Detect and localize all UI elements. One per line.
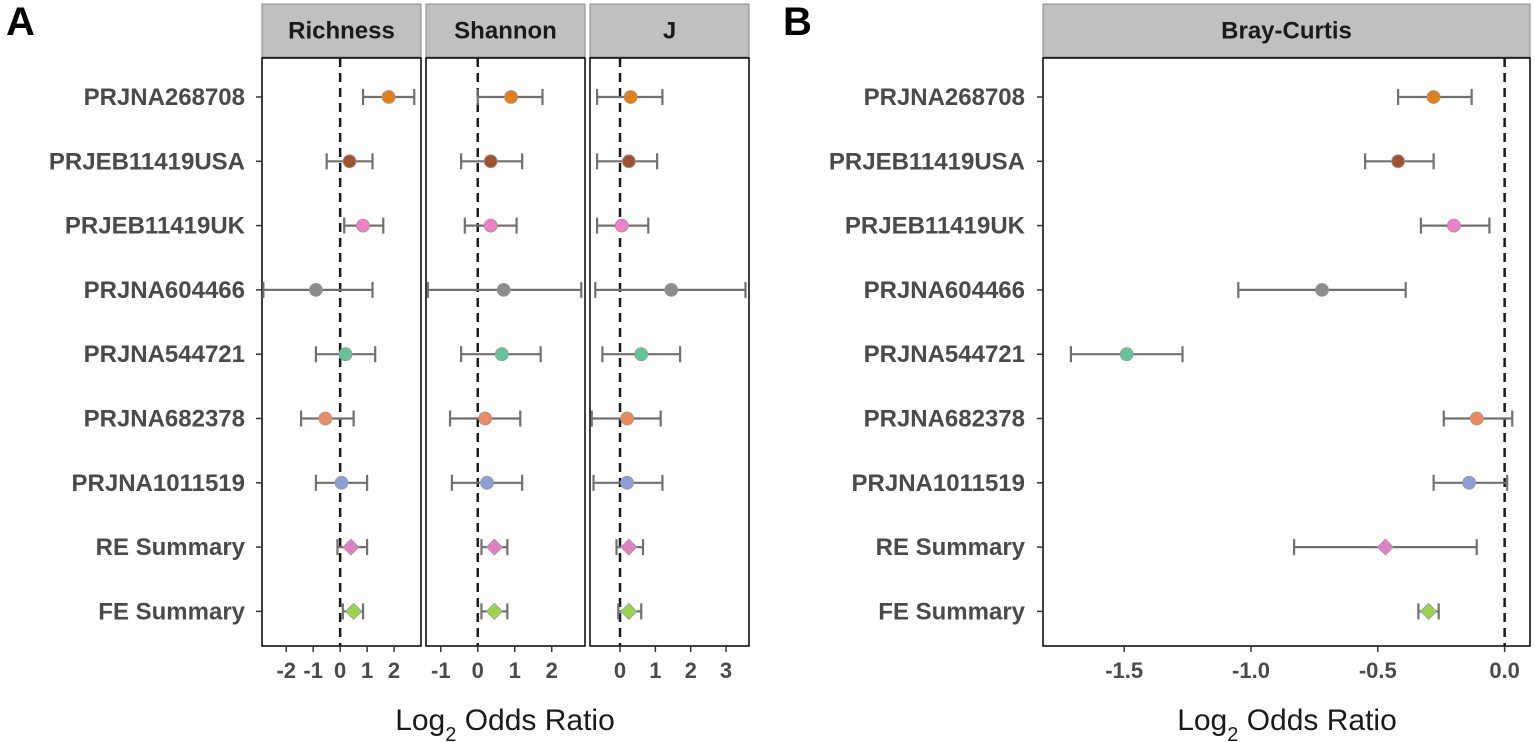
x-axis-title-a-base: Log — [395, 704, 445, 737]
panel-4-row-label: PRJNA604466 — [864, 277, 1025, 304]
panel-2-estimate-point — [483, 154, 498, 169]
x-axis-title-b-base: Log — [1177, 704, 1227, 737]
panel-4-x-tick-label: -1.5 — [1105, 658, 1143, 683]
panel-2-estimate-diamond — [485, 602, 503, 620]
panel-1-strip — [261, 3, 422, 58]
panel-2-x-tick-label: 1 — [509, 658, 521, 683]
panel-4-x-tick-label: -1.0 — [1232, 658, 1270, 683]
panel-3-frame — [589, 57, 750, 647]
panel-3-estimate-point — [620, 475, 634, 490]
panel-3-estimate-point — [620, 411, 634, 426]
panel-letter-b: B — [783, 0, 812, 44]
panel-1-row-label: PRJEB11419UK — [65, 213, 246, 240]
panel-1-estimate-diamond — [342, 538, 360, 556]
panel-4-row-label: RE Summary — [876, 534, 1026, 561]
panel-4-x-tick-label: 0.0 — [1489, 658, 1520, 683]
x-axis-title-b: Log2 Odds Ratio — [1177, 704, 1397, 742]
panel-4-row-label: PRJNA1011519 — [852, 470, 1025, 497]
panel-3-estimate-point — [634, 347, 649, 362]
panel-1-row-label: PRJNA268708 — [84, 84, 245, 111]
panel-3-estimate-point — [623, 90, 638, 104]
panel-3-x-tick-label: 2 — [685, 658, 697, 683]
panel-4-estimate-point — [1315, 282, 1329, 297]
panel-4-estimate-point — [1119, 347, 1134, 362]
panel-3-estimate-point — [614, 218, 629, 233]
panel-2-estimate-point — [478, 411, 493, 426]
panel-2-estimate-point — [496, 282, 511, 297]
panel-3-estimate-diamond — [620, 602, 638, 620]
panel-1-title: Richness — [288, 18, 395, 45]
panel-3-x-tick-label: 0 — [614, 658, 626, 683]
panel-3-estimate-point — [664, 282, 679, 297]
panel-3-estimate-point — [621, 154, 636, 169]
panel-3-title: J — [663, 18, 676, 45]
panel-1-x-tick-label: 2 — [388, 658, 400, 683]
panel-1-estimate-point — [318, 411, 333, 426]
panel-1-row-label: PRJEB11419USA — [49, 148, 245, 175]
panel-4-row-label: PRJNA268708 — [864, 84, 1025, 111]
panel-4-title: Bray-Curtis — [1221, 18, 1352, 45]
panel-4-x-tick-label: -0.5 — [1359, 658, 1397, 683]
panel-letter-a: A — [6, 0, 35, 44]
panel-1-x-tick-label: -2 — [276, 658, 296, 683]
panel-1-x-tick-label: 0 — [334, 658, 346, 683]
panel-2-estimate-diamond — [485, 538, 503, 556]
panel-1-estimate-point — [342, 154, 357, 169]
panel-2-estimate-point — [480, 475, 494, 490]
panel-1-estimate-point — [334, 475, 349, 490]
panel-2-x-tick-label: -1 — [431, 658, 451, 683]
panel-4-frame — [1042, 57, 1531, 647]
panel-4-row-label: PRJNA682378 — [864, 406, 1025, 433]
panel-1-estimate-diamond — [345, 602, 363, 620]
panel-1-row-label: RE Summary — [96, 534, 246, 561]
panel-1-row-label: PRJNA604466 — [84, 277, 245, 304]
panel-4-row-label: FE Summary — [878, 598, 1025, 625]
panel-2-x-tick-label: 0 — [472, 658, 484, 683]
x-axis-title-a-rest: Odds Ratio — [456, 704, 614, 737]
panel-4-row-label: PRJEB11419USA — [829, 148, 1025, 175]
panel-4-estimate-point — [1469, 411, 1484, 426]
panel-4-estimate-point — [1462, 475, 1477, 490]
panel-1-estimate-point — [381, 90, 396, 104]
panel-2-title: Shannon — [454, 18, 557, 45]
x-axis-title-a-sub: 2 — [445, 724, 456, 742]
panel-4-row-label: PRJEB11419UK — [845, 213, 1026, 240]
panel-4-estimate-point — [1391, 154, 1406, 169]
panel-3-x-tick-label: 1 — [649, 658, 661, 683]
panel-4-strip — [1042, 3, 1531, 58]
x-axis-title-a: Log2 Odds Ratio — [395, 704, 615, 742]
panel-1-x-tick-label: -1 — [303, 658, 323, 683]
panel-1-row-label: PRJNA682378 — [84, 406, 245, 433]
x-axis-title-b-rest: Odds Ratio — [1238, 704, 1396, 737]
panel-1-estimate-point — [308, 282, 323, 297]
panel-1-row-label: PRJNA544721 — [84, 341, 245, 368]
panel-3-x-tick-label: 3 — [720, 658, 732, 683]
panel-4-estimate-diamond — [1419, 602, 1438, 620]
panel-4-estimate-point — [1426, 90, 1441, 104]
panel-2-strip — [425, 3, 586, 58]
panel-2-estimate-point — [504, 90, 518, 104]
panel-4-row-label: PRJNA544721 — [864, 341, 1025, 368]
panel-1-estimate-point — [338, 347, 353, 362]
x-axis-title-b-sub: 2 — [1227, 724, 1238, 742]
panel-4-estimate-diamond — [1376, 538, 1394, 556]
panel-1-x-tick-label: 1 — [361, 658, 373, 683]
panel-1-row-label: FE Summary — [98, 598, 245, 625]
panel-4-estimate-point — [1447, 218, 1461, 233]
panel-1-row-label: PRJNA1011519 — [72, 470, 245, 497]
panel-2-estimate-point — [483, 218, 498, 233]
panel-2-x-tick-label: 2 — [546, 658, 558, 683]
panel-3-estimate-diamond — [620, 538, 638, 556]
panel-1-estimate-point — [356, 218, 370, 233]
panel-2-estimate-point — [494, 347, 509, 362]
panel-3-strip — [589, 3, 750, 58]
